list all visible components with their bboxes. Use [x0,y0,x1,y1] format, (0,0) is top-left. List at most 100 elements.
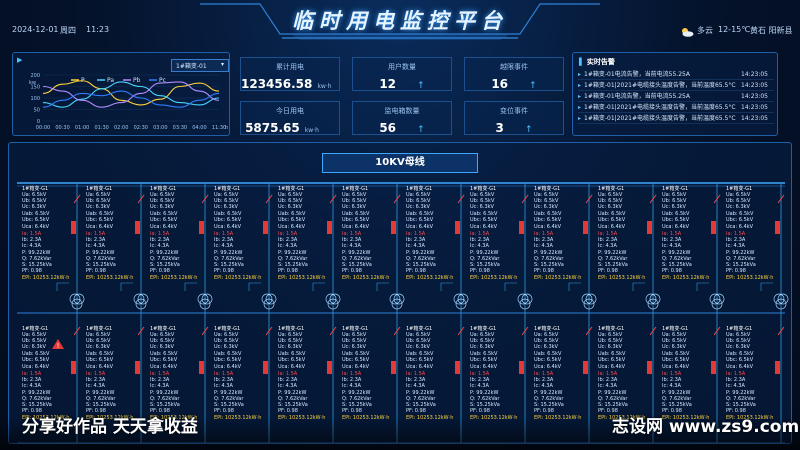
feeder-name: 1#箱变-G1 [278,326,305,332]
reading-ua: Ua: 6.5kV [598,192,623,199]
breaker-indicator[interactable] [455,361,460,374]
breaker-indicator[interactable] [71,361,76,374]
alarm-item[interactable]: ▸ 1#箱变-01电流告警，当前电流55.25A 14:23:05 [578,69,774,80]
stat-label: 变位事件 [500,107,528,115]
breaker-indicator[interactable] [327,361,332,374]
branch-line [696,282,709,291]
breaker-indicator[interactable] [199,361,204,374]
switch-icon [649,326,657,336]
reading-ic: Ic: 4.3A [470,242,489,249]
stat-value: 12 [379,77,397,91]
switch-icon [137,326,145,336]
breaker-indicator[interactable] [775,361,780,374]
x-tick-label: 03:30 [173,125,187,131]
reading-ua: Ua: 6.5kV [150,192,175,199]
breaker-indicator[interactable] [583,221,588,234]
feeder-cell[interactable]: 1#箱变-G1 Ua: 6.5kV Ub: 6.5kV Uc: 6.3kV Uab: 6… [278,186,336,281]
breaker-indicator[interactable] [519,221,524,234]
transformer-icon [71,298,83,310]
breaker-indicator[interactable] [391,361,396,374]
feeder-cell[interactable]: 1#箱变-G1 Ua: 6.5kV Ub: 6.5kV Uc: 6.3kV Uab: 6… [22,186,80,281]
up-arrow-icon: ↑ [529,81,537,91]
alarm-item[interactable]: ▸ 1#箱变-01|2021#电缆接头温度告警，当前温度65.5°C 14:23:0… [578,102,774,113]
reading-uab: Uab: 6.5kV [470,211,498,218]
alarm-time: 14:23:05 [741,104,768,111]
title-frame [200,3,600,40]
reading-ic: Ic: 4.3A [726,382,745,389]
reading-ub: Ub: 6.5kV [534,198,559,205]
transformer-icon [581,293,593,305]
transformer-select-value: 1#箱变-01 [176,63,207,70]
breaker-indicator[interactable] [583,361,588,374]
reading-uca: Uca: 6.4kV [534,363,562,370]
alarm-item[interactable]: ▸ 1#箱变-01|2021#电缆接头温度告警，当前温度65.5°C 14:23:0… [578,80,774,91]
reading-ic: Ic: 4.3A [150,382,169,389]
alarm-title-text: 实时告警 [586,58,615,66]
reading-uc: Uc: 6.3kV [150,204,174,211]
x-tick-label: 02:30 [134,125,148,131]
feeder-cell[interactable]: 1#箱变-G1 Ua: 6.5kV Ub: 6.5kV Uc: 6.3kV Uab: 6… [534,326,592,421]
warning-icon[interactable]: ! [52,334,64,350]
transformer-icon [521,293,533,305]
breaker-indicator[interactable] [455,221,460,234]
reading-s: S: 15.25kVa [278,262,308,269]
feeder-cell[interactable]: 1#箱变-G1 Ua: 6.5kV Ub: 6.5kV Uc: 6.3kV Uab: 6… [726,186,784,281]
stat-label: 今日用电 [276,107,304,115]
reading-s: S: 15.25kVa [470,402,500,409]
feeder-cell[interactable]: 1#箱变-G1 Ua: 6.5kV Ub: 6.5kV Uc: 6.3kV Uab: 6… [150,186,208,281]
switch-icon [777,194,785,204]
feeder-cell[interactable]: 1#箱变-G1 Ua: 6.5kV Ub: 6.5kV Uc: 6.3kV Uab: 6… [726,326,784,421]
breaker-indicator[interactable] [775,221,780,234]
y-tick-label: 150 [30,85,40,91]
transformer-select[interactable]: 1#箱变-01 ▾ [171,59,229,72]
reading-pf: PF: 0.98 [662,268,682,275]
breaker-indicator[interactable] [263,221,268,234]
y-tick-label: 200 [30,73,40,79]
feeder-name: 1#箱变-G1 [22,326,49,332]
transformer-icon [327,298,339,310]
reading-q: Q: 7.62kVar [150,256,180,263]
x-tick-label: 04:00 [192,125,206,131]
breaker-indicator[interactable] [71,221,76,234]
alarm-item[interactable]: ▸ 1#箱变-01电流告警，当前电流55.25A 14:23:05 [578,91,774,102]
breaker-indicator[interactable] [327,221,332,234]
alarm-item[interactable]: ▸ 1#箱变-01|2021#电缆接头温度告警，当前温度65.5°C 14:23:0… [578,113,774,124]
switch-icon [265,194,273,204]
reading-ia: Ia: 1.5A [470,370,490,377]
feeder-cell[interactable]: 1#箱变-G1 Ua: 6.5kV Ub: 6.5kV Uc: 6.3kV Uab: 6… [214,186,272,281]
breaker-indicator[interactable] [711,361,716,374]
reading-s: S: 15.25kVa [598,262,628,269]
cloudy-weather-icon [680,22,694,37]
breaker-indicator[interactable] [135,221,140,234]
reading-uc: Uc: 6.3kV [278,344,302,351]
reading-p: P: 99.22kW [534,389,563,396]
feeder-cell[interactable]: 1#箱变-G1 Ua: 6.5kV Ub: 6.5kV Uc: 6.3kV Uab: 6… [406,186,464,281]
switch-icon [73,326,81,336]
feeder-cell[interactable]: 1#箱变-G1 Ua: 6.5kV Ub: 6.5kV Uc: 6.3kV Uab: 6… [86,186,144,281]
breaker-indicator[interactable] [647,221,652,234]
feeder-cell[interactable]: 1#箱变-G1 Ua: 6.5kV Ub: 6.5kV Uc: 6.3kV Uab: 6… [662,186,720,281]
reading-uc: Uc: 6.3kV [342,204,366,211]
breaker-indicator[interactable] [711,221,716,234]
reading-ubc: Ubc: 6.5kV [342,217,370,224]
transformer-icon [583,298,595,310]
reading-ia: Ia: 1.5A [662,230,682,237]
breaker-indicator[interactable] [263,361,268,374]
breaker-indicator[interactable] [647,361,652,374]
stat-label: 越限事件 [500,63,528,71]
breaker-indicator[interactable] [135,361,140,374]
x-tick-label: 01:30 [94,125,108,131]
stat-unit: kw·h [317,83,332,90]
transformer-icon [197,293,209,305]
breaker-indicator[interactable] [199,221,204,234]
reading-ua: Ua: 6.5kV [150,332,175,339]
reading-p: P: 99.22kW [86,249,115,256]
feeder-cell[interactable]: 1#箱变-G1 Ua: 6.5kV Ub: 6.5kV Uc: 6.3kV Uab: 6… [342,186,400,281]
breaker-indicator[interactable] [391,221,396,234]
reading-uca: Uca: 6.4kV [150,223,178,230]
reading-ic: Ic: 4.3A [278,242,297,249]
breaker-indicator[interactable] [519,361,524,374]
feeder-cell[interactable]: 1#箱变-G1 Ua: 6.5kV Ub: 6.5kV Uc: 6.3kV Uab: 6… [534,186,592,281]
feeder-cell[interactable]: 1#箱变-G1 Ua: 6.5kV Ub: 6.5kV Uc: 6.3kV Uab: 6… [470,186,528,281]
feeder-cell[interactable]: 1#箱变-G1 Ua: 6.5kV Ub: 6.5kV Uc: 6.3kV Uab: 6… [598,186,656,281]
